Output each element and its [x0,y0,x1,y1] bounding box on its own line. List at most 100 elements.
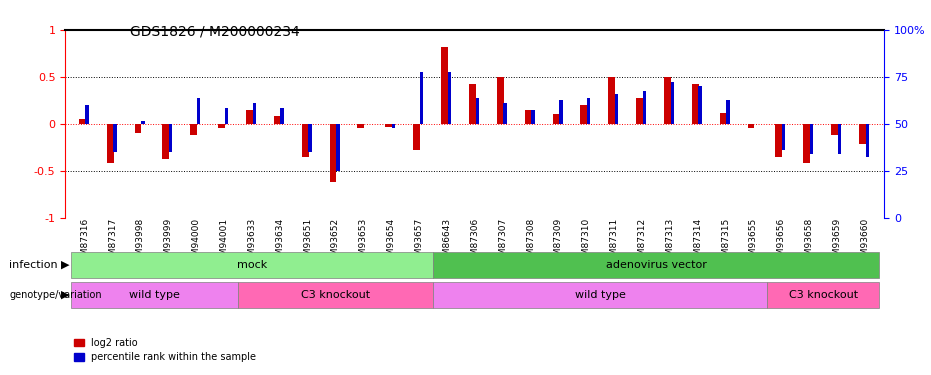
Bar [776,124,782,157]
Text: GSM87317: GSM87317 [108,217,117,267]
Text: GSM93634: GSM93634 [276,217,284,267]
Bar [420,72,424,124]
Bar [413,124,420,150]
Text: GSM87309: GSM87309 [554,217,563,267]
Bar [692,84,699,124]
Bar [336,124,340,171]
Bar [330,124,336,182]
Bar [859,124,866,144]
Bar [246,110,253,124]
Bar [190,124,197,135]
Bar [525,110,532,124]
Text: GSM94000: GSM94000 [192,217,201,267]
Text: GSM87314: GSM87314 [694,217,702,267]
Text: infection: infection [9,260,58,270]
Text: GSM87307: GSM87307 [498,217,507,267]
Bar [107,124,114,163]
Text: genotype/variation: genotype/variation [9,290,101,300]
Bar [302,124,308,157]
FancyBboxPatch shape [71,252,433,278]
Text: wild type: wild type [128,290,180,300]
Bar [748,124,754,128]
Bar [670,82,674,124]
Bar [392,124,396,128]
Text: GSM93653: GSM93653 [358,217,368,267]
Bar [642,91,646,124]
Bar [469,84,476,124]
Bar [448,72,452,124]
Text: GSM87306: GSM87306 [470,217,479,267]
FancyBboxPatch shape [71,282,238,308]
Bar [497,77,504,124]
Bar [580,105,587,124]
Text: GSM93659: GSM93659 [832,217,842,267]
Bar [504,103,506,124]
Text: GSM93999: GSM93999 [164,217,173,267]
Text: GSM93658: GSM93658 [804,217,814,267]
Text: GDS1826 / M200000234: GDS1826 / M200000234 [130,24,300,38]
Text: GSM87316: GSM87316 [80,217,89,267]
Text: GSM87315: GSM87315 [722,217,730,267]
Bar [274,116,281,124]
Bar [866,124,869,157]
Text: GSM87308: GSM87308 [526,217,535,267]
Bar [252,103,256,124]
FancyBboxPatch shape [433,252,879,278]
Text: GSM93652: GSM93652 [331,217,340,267]
Text: GSM87312: GSM87312 [638,217,646,267]
Text: GSM93660: GSM93660 [860,217,870,267]
FancyBboxPatch shape [238,282,433,308]
Bar [79,119,86,124]
Text: GSM93656: GSM93656 [776,217,786,267]
Bar [803,124,810,163]
Text: GSM93998: GSM93998 [136,217,145,267]
Bar [142,121,144,124]
Text: mock: mock [236,260,267,270]
FancyBboxPatch shape [767,282,879,308]
Bar [196,98,200,124]
Bar [810,124,814,154]
Bar [664,77,671,124]
Bar [135,124,142,133]
Bar [358,124,364,128]
Text: ▶: ▶ [61,260,69,270]
Text: C3 knockout: C3 knockout [301,290,370,300]
Text: GSM93654: GSM93654 [386,217,396,267]
Bar [532,110,534,124]
Bar [614,94,618,124]
Bar [838,124,842,154]
Bar [308,124,312,152]
Bar [608,77,615,124]
Text: C3 knockout: C3 knockout [789,290,857,300]
Text: GSM93655: GSM93655 [749,217,758,267]
Bar [698,86,702,124]
Text: adenovirus vector: adenovirus vector [605,260,707,270]
Legend: log2 ratio, percentile rank within the sample: log2 ratio, percentile rank within the s… [70,334,261,366]
Text: GSM87310: GSM87310 [582,217,591,267]
Text: GSM87313: GSM87313 [666,217,674,267]
Text: GSM86643: GSM86643 [442,217,452,267]
Bar [280,108,284,124]
Bar [224,108,228,124]
Bar [560,100,562,124]
Bar [726,100,730,124]
Text: GSM93651: GSM93651 [304,217,312,267]
FancyBboxPatch shape [433,282,767,308]
Bar [114,124,116,152]
Bar [720,112,726,124]
Text: GSM93657: GSM93657 [414,217,424,267]
Bar [587,98,590,124]
Bar [162,124,169,159]
Text: ▶: ▶ [61,290,69,300]
Bar [553,114,560,124]
Bar [782,124,786,150]
Bar [218,124,225,128]
Text: GSM87311: GSM87311 [610,217,618,267]
Bar [831,124,838,135]
Text: GSM93633: GSM93633 [248,217,256,267]
Bar [385,124,392,127]
Bar [441,47,448,124]
Bar [86,105,88,124]
Text: wild type: wild type [574,290,626,300]
Text: GSM94001: GSM94001 [220,217,228,267]
